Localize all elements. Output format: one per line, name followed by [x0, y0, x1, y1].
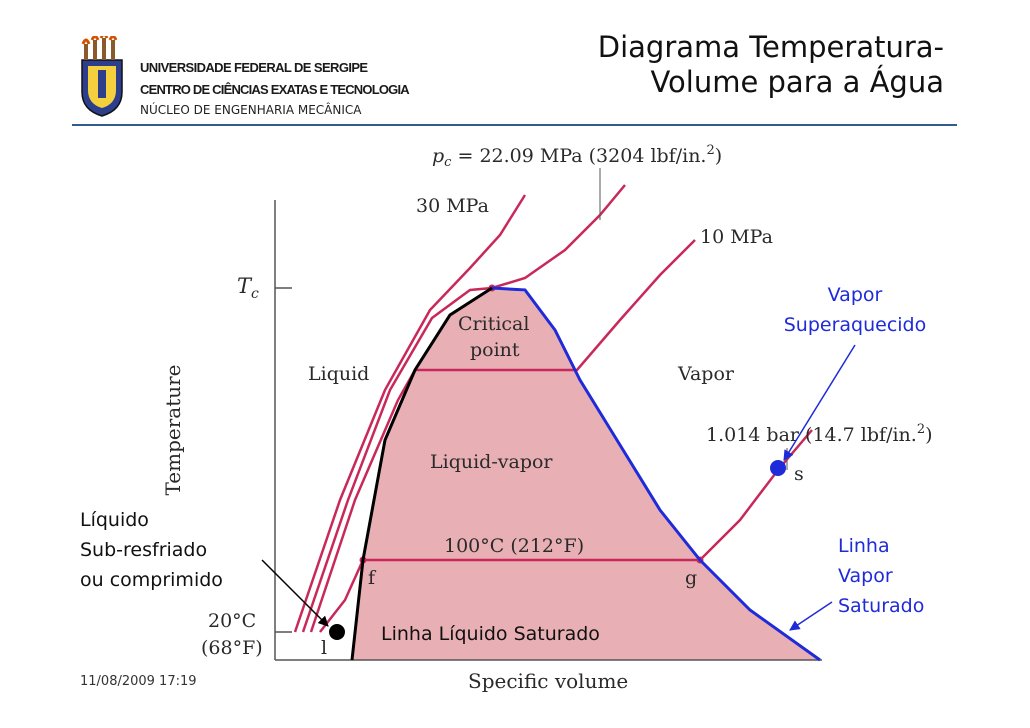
note-superheated-line2: Superaquecido — [783, 314, 927, 336]
patm-label: 1.014 bar (14.7 lbf/in.2) — [706, 422, 933, 446]
f-label: f — [368, 567, 377, 589]
note-sat-vapor-line2: Vapor — [838, 565, 893, 587]
liquid-vapor-label: Liquid-vapor — [430, 451, 553, 473]
liquid-region-label: Liquid — [308, 363, 369, 385]
university-crest-logo — [81, 36, 123, 117]
two-phase-dome — [352, 288, 820, 660]
superheated-arrow — [783, 344, 856, 461]
footer-date: 11/08/2009 17:19 — [80, 674, 197, 689]
point-l-marker — [329, 624, 345, 640]
tc-label: Tc — [237, 274, 259, 302]
isobar-30mpa — [293, 194, 527, 633]
t20-label-1: 20°C — [208, 610, 256, 632]
t100-label: 100°C (212°F) — [444, 535, 584, 557]
saturated-vapor-line — [491, 286, 821, 662]
slide-title: Diagrama Temperatura- Volume para a Água — [598, 30, 944, 100]
department-name: NÚCLEO DE ENGENHARIA MECÂNICA — [140, 103, 362, 117]
label-30mpa: 30 MPa — [416, 195, 489, 217]
pc-label: pc = 22.09 MPa (3204 lbf/in.2) — [432, 143, 722, 170]
center-name: CENTRO DE CIÊNCIAS EXATAS E TECNOLOGIA — [140, 82, 410, 97]
note-subcooled-line3: ou comprimido — [80, 569, 223, 591]
note-sat-vapor-line1: Linha — [838, 535, 890, 557]
note-subcooled-line2: Sub-resfriado — [80, 539, 208, 561]
slide-title-line2: Volume para a Água — [650, 64, 944, 99]
vapor-region-label: Vapor — [677, 363, 735, 385]
note-sat-liquid: Linha Líquido Saturado — [381, 623, 600, 645]
note-superheated-line1: Vapor — [827, 284, 883, 306]
slide-title-line1: Diagrama Temperatura- — [597, 30, 944, 64]
g-label: g — [685, 567, 697, 589]
s-label: s — [794, 463, 804, 485]
critical-point-label-2: point — [470, 339, 520, 361]
point-s-marker — [770, 460, 786, 476]
subcooled-arrow — [261, 559, 329, 627]
l-label: l — [321, 637, 327, 659]
sat-vapor-arrow — [789, 601, 833, 631]
header-rule — [72, 124, 957, 126]
note-sat-vapor: Linha Vapor Saturado — [838, 531, 924, 621]
isobar-10mpa — [309, 239, 696, 633]
x-axis-label: Specific volume — [468, 669, 628, 693]
note-superheated: Vapor Superaquecido — [760, 280, 950, 340]
note-subcooled: Líquido Sub-resfriado ou comprimido — [80, 505, 223, 595]
note-subcooled-line1: Líquido — [80, 509, 149, 531]
t20-label-2: (68°F) — [201, 637, 263, 659]
label-10mpa: 10 MPa — [700, 226, 773, 248]
note-sat-vapor-line3: Saturado — [838, 595, 925, 617]
y-axis-label: Temperature — [161, 364, 185, 495]
isobar-critical — [301, 184, 626, 633]
critical-point-label-1: Critical — [458, 313, 529, 335]
university-name: UNIVERSIDADE FEDERAL DE SERGIPE — [140, 60, 368, 75]
saturated-liquid-line — [350, 286, 493, 661]
